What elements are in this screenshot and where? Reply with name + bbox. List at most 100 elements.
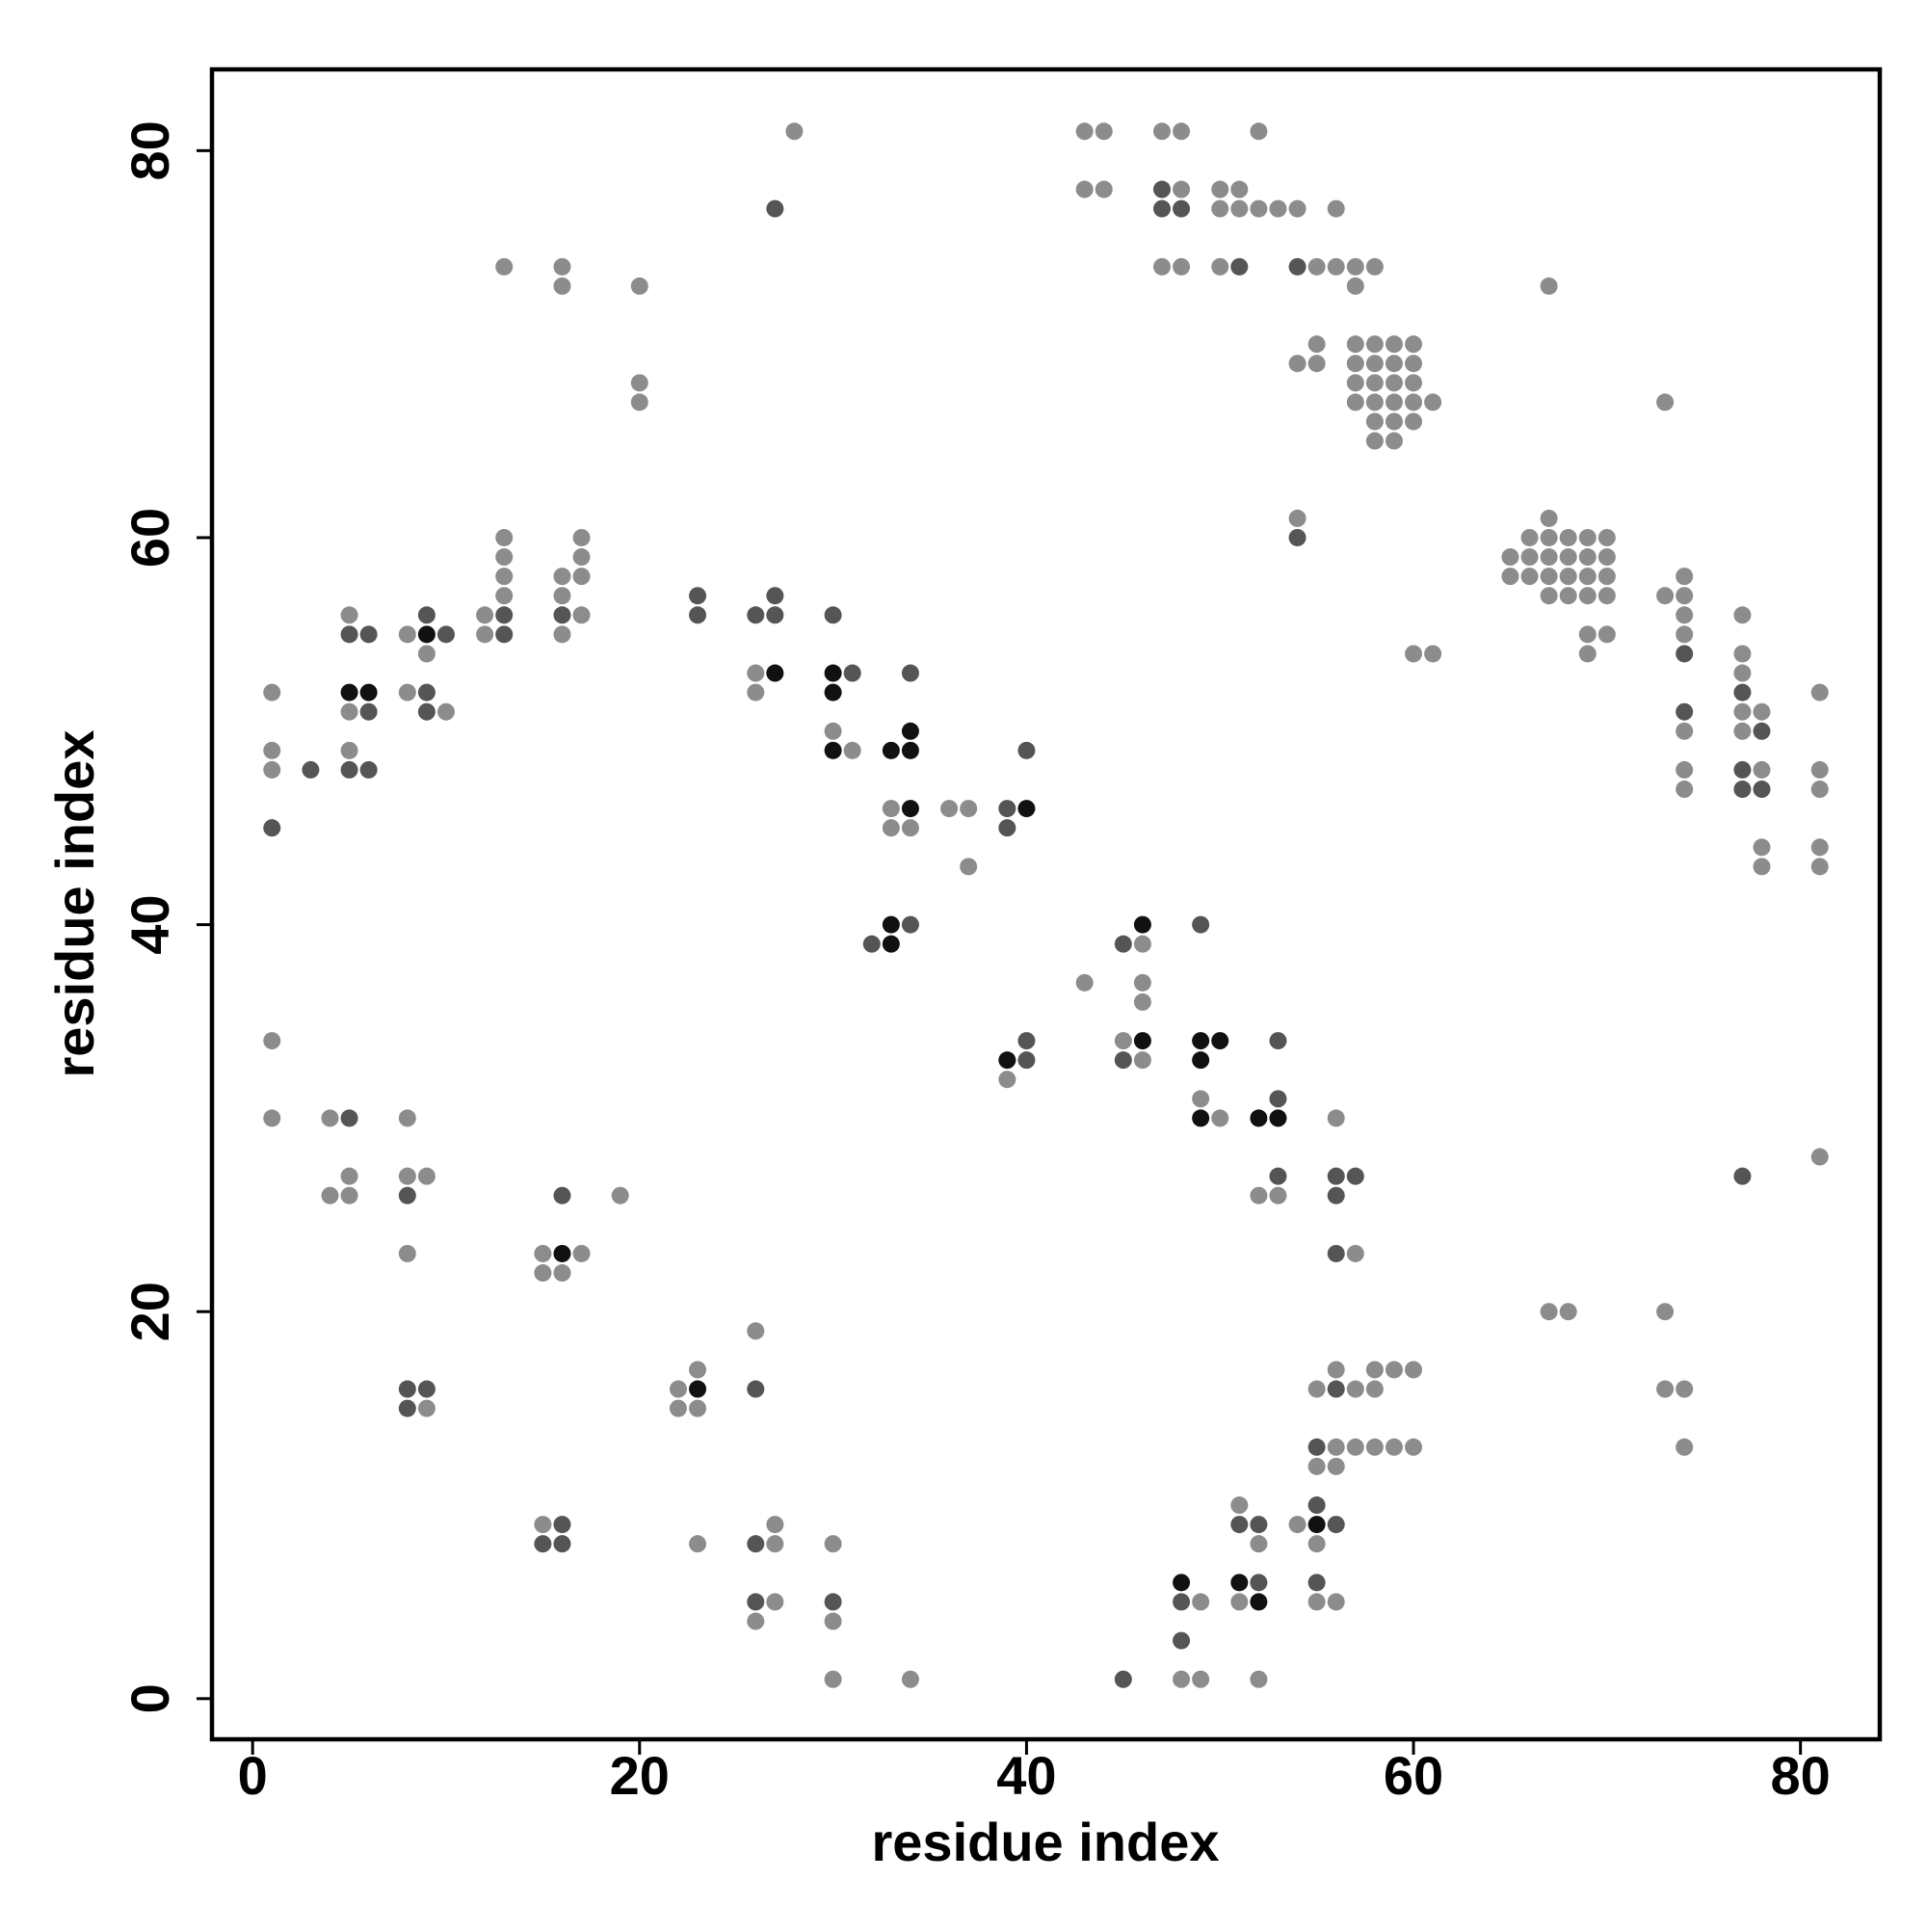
point xyxy=(1346,1244,1364,1262)
point xyxy=(1733,1167,1752,1185)
point xyxy=(1810,683,1829,701)
point xyxy=(495,606,514,624)
point xyxy=(1346,1380,1364,1398)
point xyxy=(302,760,320,779)
point xyxy=(1173,1593,1191,1611)
point xyxy=(1307,1380,1326,1398)
point xyxy=(1230,1574,1249,1592)
point xyxy=(1540,277,1558,295)
point xyxy=(417,1167,436,1185)
x-tick-label: 0 xyxy=(238,1745,268,1806)
point xyxy=(1597,587,1616,605)
point xyxy=(1307,335,1326,354)
point xyxy=(747,1322,765,1340)
point xyxy=(1327,257,1345,276)
point xyxy=(1250,1535,1268,1553)
point xyxy=(436,625,455,644)
y-tick-label: 60 xyxy=(119,508,180,568)
point xyxy=(824,741,842,759)
point xyxy=(1810,858,1829,876)
point xyxy=(553,568,571,586)
point xyxy=(321,1109,339,1127)
point xyxy=(1385,393,1403,411)
point xyxy=(1810,838,1829,857)
point xyxy=(1346,1438,1364,1456)
point xyxy=(611,1186,629,1204)
point xyxy=(1540,1303,1558,1321)
point xyxy=(1307,1516,1326,1534)
point xyxy=(340,1109,358,1127)
point xyxy=(824,1612,842,1630)
point xyxy=(1656,1303,1675,1321)
point xyxy=(1017,741,1036,759)
point xyxy=(998,819,1016,837)
point xyxy=(263,760,281,779)
point xyxy=(882,800,900,818)
point xyxy=(417,606,436,624)
point xyxy=(1133,915,1151,934)
point xyxy=(689,606,707,624)
point xyxy=(359,702,378,721)
point xyxy=(1405,1361,1423,1379)
point xyxy=(1597,625,1616,644)
point xyxy=(1365,355,1384,373)
point xyxy=(476,606,494,624)
point xyxy=(553,1516,571,1534)
point xyxy=(1307,1496,1326,1515)
point xyxy=(340,1167,358,1185)
x-tick-label: 80 xyxy=(1771,1745,1831,1806)
point xyxy=(1540,528,1558,546)
point xyxy=(417,683,436,701)
point xyxy=(1288,355,1307,373)
point xyxy=(1578,625,1597,644)
point xyxy=(572,548,591,567)
point xyxy=(689,587,707,605)
point xyxy=(1230,257,1249,276)
point xyxy=(553,606,571,624)
point xyxy=(747,683,765,701)
point xyxy=(1365,432,1384,450)
point xyxy=(263,683,281,701)
point xyxy=(1578,568,1597,586)
point xyxy=(1676,568,1694,586)
point xyxy=(340,1186,358,1204)
point xyxy=(1133,1032,1151,1050)
point xyxy=(824,722,842,740)
y-tick-label: 20 xyxy=(119,1282,180,1341)
point xyxy=(1559,1303,1577,1321)
point xyxy=(1733,722,1752,740)
point xyxy=(1365,374,1384,392)
point xyxy=(1676,1438,1694,1456)
point xyxy=(1192,1032,1210,1050)
point xyxy=(1520,548,1539,567)
point xyxy=(669,1380,687,1398)
point xyxy=(495,548,514,567)
point xyxy=(1250,1186,1268,1204)
point xyxy=(766,664,784,682)
x-tick-label: 60 xyxy=(1384,1745,1443,1806)
point xyxy=(1597,528,1616,546)
point xyxy=(1114,1051,1132,1070)
point xyxy=(1269,1090,1287,1108)
point xyxy=(1192,1593,1210,1611)
point xyxy=(882,915,900,934)
point xyxy=(340,702,358,721)
point xyxy=(553,1535,571,1553)
point xyxy=(824,664,842,682)
point xyxy=(1676,702,1694,721)
point xyxy=(1810,760,1829,779)
point xyxy=(824,606,842,624)
point xyxy=(1327,1109,1345,1127)
point xyxy=(689,1399,707,1417)
point xyxy=(1307,257,1326,276)
point xyxy=(1365,1361,1384,1379)
point xyxy=(862,935,881,953)
point xyxy=(1230,1593,1249,1611)
y-tick-label: 80 xyxy=(119,120,180,180)
point xyxy=(1346,355,1364,373)
point xyxy=(340,625,358,644)
point xyxy=(1307,1438,1326,1456)
point xyxy=(1346,393,1364,411)
point xyxy=(1307,1593,1326,1611)
